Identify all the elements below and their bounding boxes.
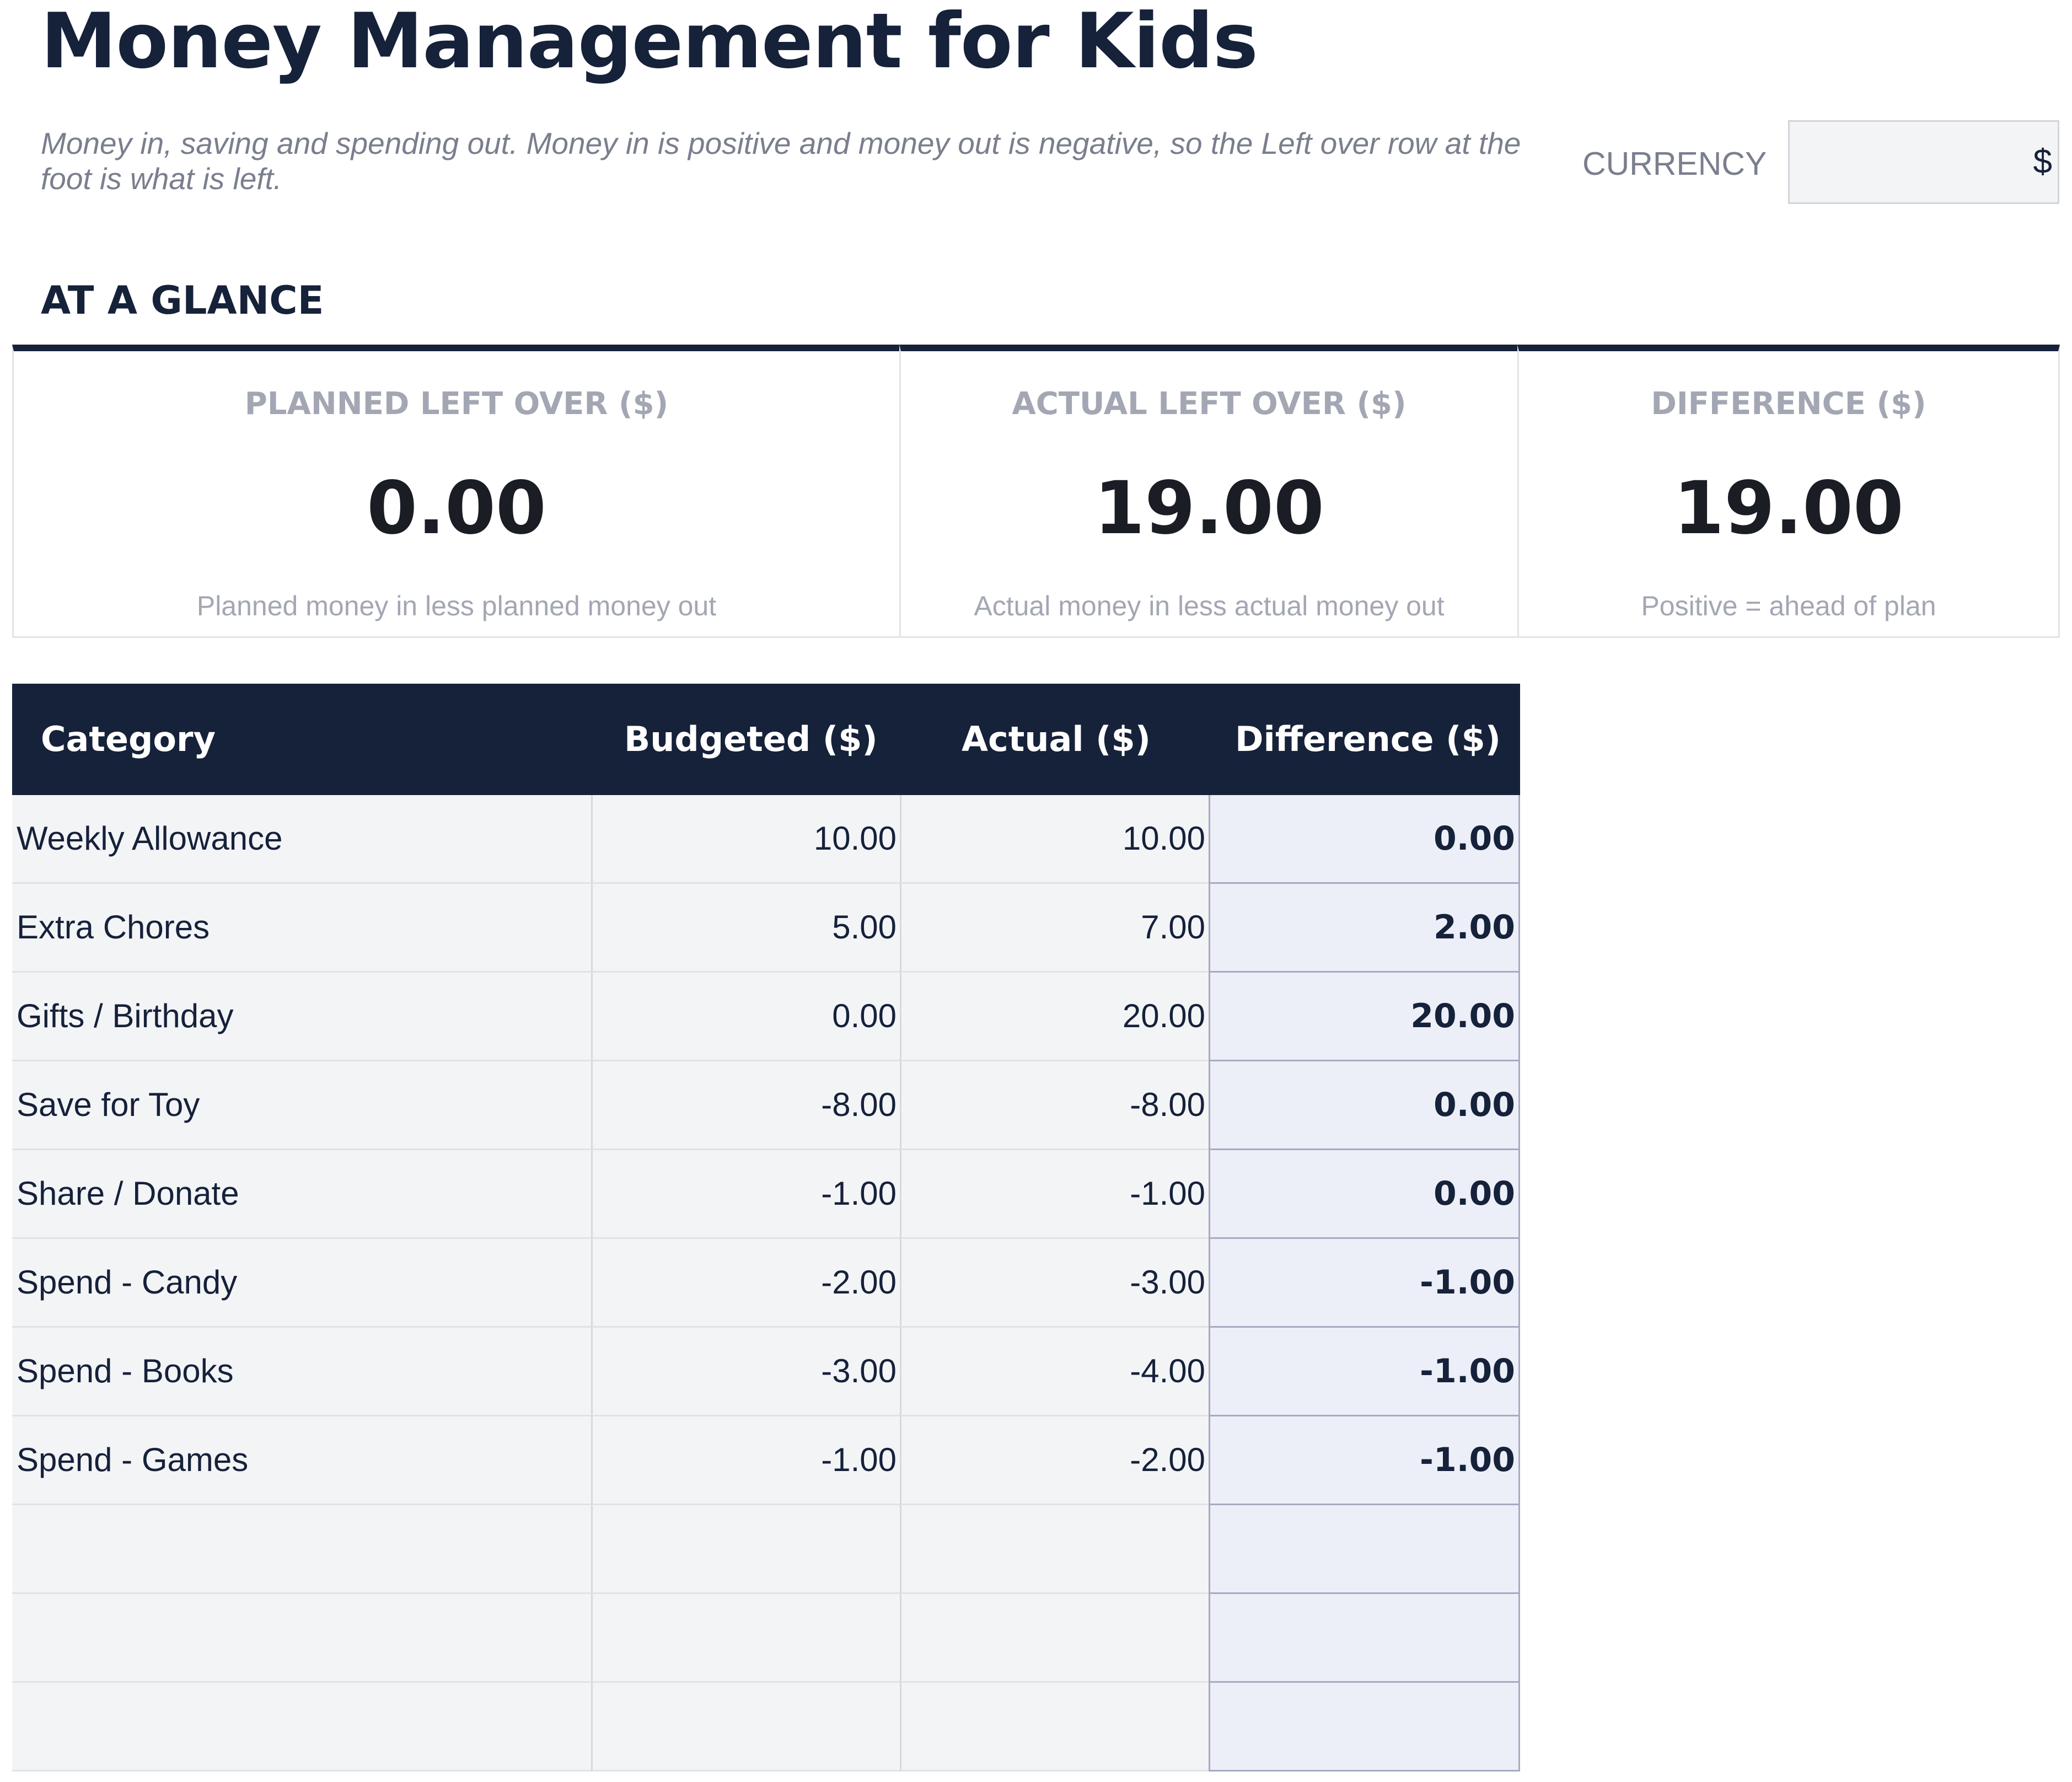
category-cell[interactable]: Extra Chores [12,884,591,973]
difference-cell [1209,1594,1520,1683]
table-header-row: Category Budgeted ($) Actual ($) Differe… [12,684,1520,795]
kpi-note: Positive = ahead of plan [1641,591,1936,621]
currency-label: CURRENCY [1582,146,1767,182]
category-cell[interactable] [12,1683,591,1772]
actual-cell[interactable]: 10.00 [900,795,1209,884]
difference-cell: 0.00 [1209,795,1520,884]
table-row: Spend - Books -3.00 -4.00 -1.00 [12,1328,1520,1416]
actual-cell[interactable]: -3.00 [900,1239,1209,1328]
category-cell[interactable]: Spend - Books [12,1328,591,1416]
budgeted-cell[interactable]: -8.00 [591,1061,900,1150]
actual-cell[interactable] [900,1594,1209,1683]
category-cell[interactable]: Share / Donate [12,1150,591,1239]
difference-cell [1209,1683,1520,1772]
difference-cell: 20.00 [1209,973,1520,1061]
column-header-category: Category [41,719,216,759]
table-row: Spend - Candy -2.00 -3.00 -1.00 [12,1239,1520,1328]
actual-cell[interactable] [900,1683,1209,1772]
budgeted-cell[interactable]: -1.00 [591,1416,900,1505]
difference-cell: 0.00 [1209,1150,1520,1239]
budgeted-cell[interactable]: -3.00 [591,1328,900,1416]
difference-cell: -1.00 [1209,1239,1520,1328]
table-row: Extra Chores 5.00 7.00 2.00 [12,884,1520,973]
actual-cell[interactable]: 7.00 [900,884,1209,973]
column-header-budgeted: Budgeted ($) [624,719,878,759]
category-cell[interactable]: Save for Toy [12,1061,591,1150]
kpi-card-difference: DIFFERENCE ($) 19.00 Positive = ahead of… [1517,345,2060,638]
budgeted-cell[interactable]: 0.00 [591,973,900,1061]
kpi-label: PLANNED LEFT OVER ($) [244,386,669,422]
budgeted-cell[interactable] [591,1683,900,1772]
budget-table: Category Budgeted ($) Actual ($) Differe… [12,684,1520,1772]
table-row: Gifts / Birthday 0.00 20.00 20.00 [12,973,1520,1061]
table-row [12,1683,1520,1772]
budgeted-cell[interactable]: 5.00 [591,884,900,973]
category-cell[interactable]: Spend - Games [12,1416,591,1505]
actual-cell[interactable] [900,1505,1209,1594]
actual-cell[interactable]: -2.00 [900,1416,1209,1505]
difference-cell: 0.00 [1209,1061,1520,1150]
kpi-label: DIFFERENCE ($) [1651,386,1926,422]
table-row [12,1505,1520,1594]
column-header-actual: Actual ($) [962,719,1151,759]
budgeted-cell[interactable]: -2.00 [591,1239,900,1328]
category-cell[interactable]: Gifts / Birthday [12,973,591,1061]
category-cell[interactable] [12,1505,591,1594]
kpi-note: Actual money in less actual money out [974,591,1445,621]
kpi-card-planned-left-over: PLANNED LEFT OVER ($) 0.00 Planned money… [12,345,901,638]
page-description: Money in, saving and spending out. Money… [41,126,1521,196]
kpi-label: ACTUAL LEFT OVER ($) [1012,386,1407,422]
actual-cell[interactable]: 20.00 [900,973,1209,1061]
kpi-value: 19.00 [1673,466,1904,551]
budgeted-cell[interactable] [591,1505,900,1594]
category-cell[interactable] [12,1594,591,1683]
kpi-value: 0.00 [367,466,546,551]
actual-cell[interactable]: -4.00 [900,1328,1209,1416]
actual-cell[interactable]: -1.00 [900,1150,1209,1239]
page-title: Money Management for Kids [41,0,1258,85]
section-heading-at-a-glance: AT A GLANCE [41,278,324,323]
budgeted-cell[interactable]: 10.00 [591,795,900,884]
table-row [12,1594,1520,1683]
table-row: Share / Donate -1.00 -1.00 0.00 [12,1150,1520,1239]
table-row: Spend - Games -1.00 -2.00 -1.00 [12,1416,1520,1505]
table-row: Save for Toy -8.00 -8.00 0.00 [12,1061,1520,1150]
budgeted-cell[interactable]: -1.00 [591,1150,900,1239]
difference-cell: -1.00 [1209,1416,1520,1505]
kpi-card-actual-left-over: ACTUAL LEFT OVER ($) 19.00 Actual money … [899,345,1519,638]
difference-cell: 2.00 [1209,884,1520,973]
actual-cell[interactable]: -8.00 [900,1061,1209,1150]
difference-cell [1209,1505,1520,1594]
category-cell[interactable]: Weekly Allowance [12,795,591,884]
difference-cell: -1.00 [1209,1328,1520,1416]
column-header-difference: Difference ($) [1235,719,1501,759]
table-body: Weekly Allowance 10.00 10.00 0.00 Extra Chor… [12,795,1520,1772]
category-cell[interactable]: Spend - Candy [12,1239,591,1328]
table-row: Weekly Allowance 10.00 10.00 0.00 [12,795,1520,884]
kpi-value: 19.00 [1094,466,1324,551]
budgeted-cell[interactable] [591,1594,900,1683]
currency-input[interactable]: $ [1788,120,2059,204]
kpi-note: Planned money in less planned money out [196,591,717,621]
